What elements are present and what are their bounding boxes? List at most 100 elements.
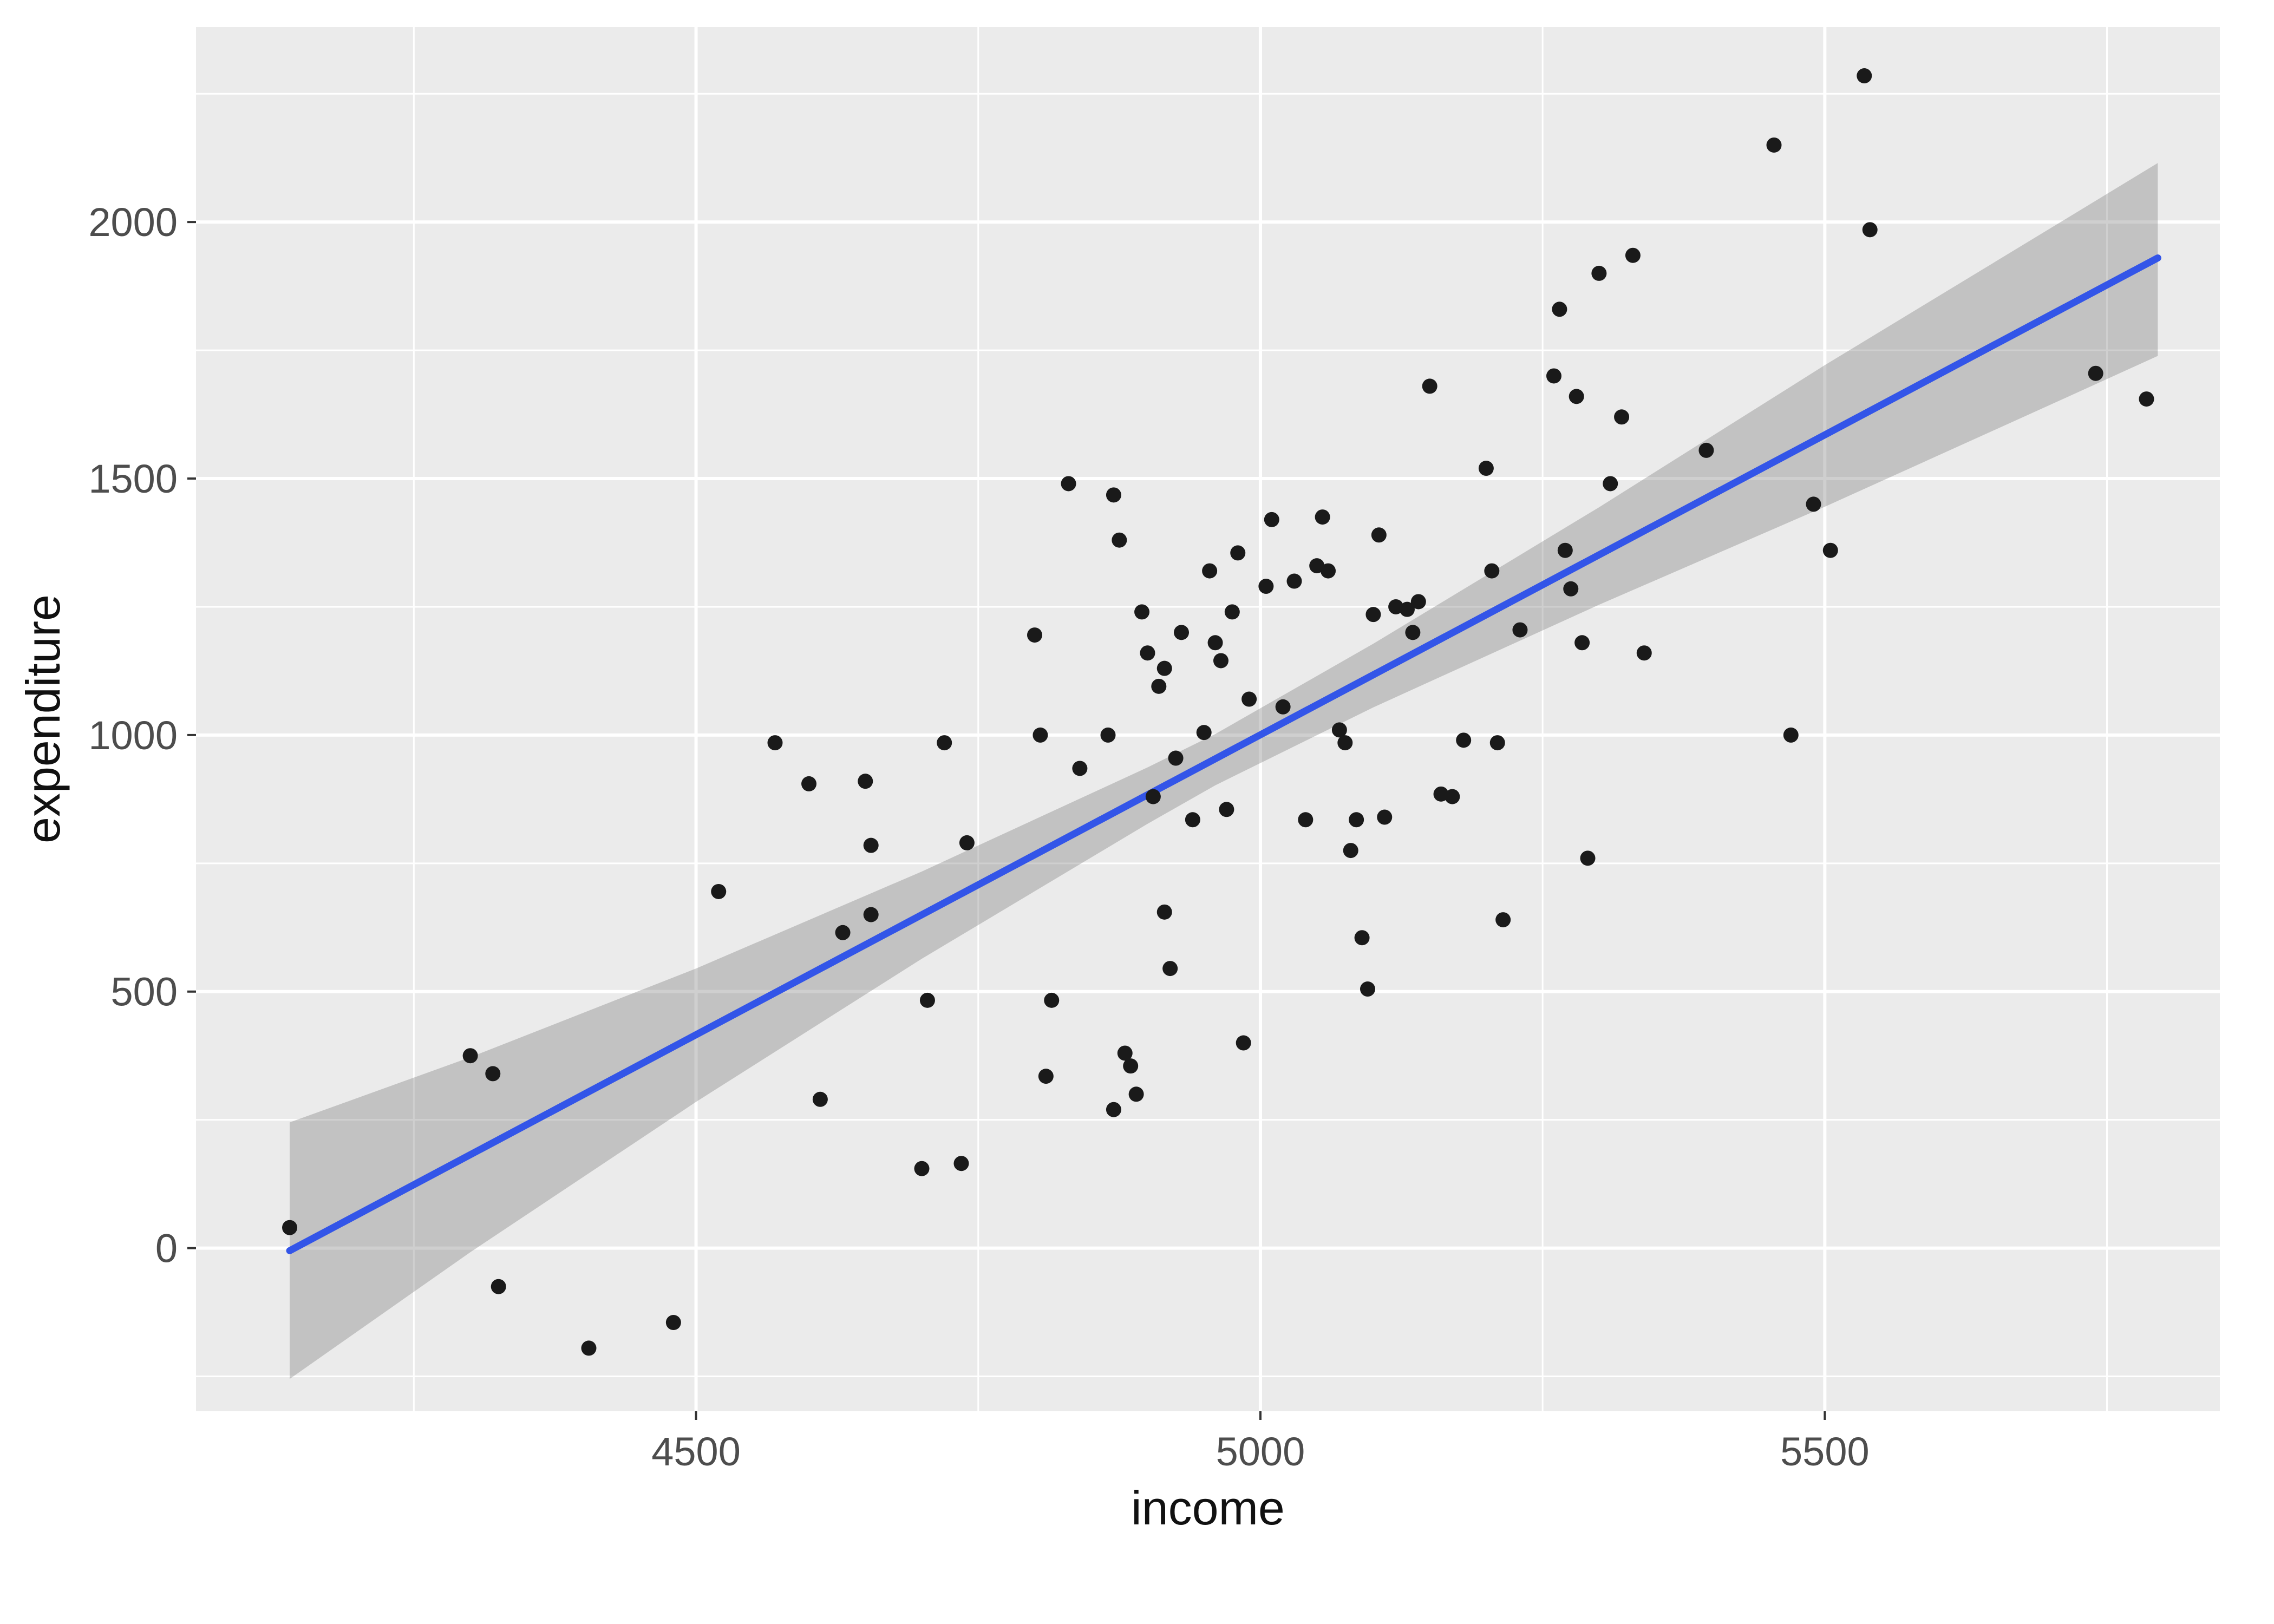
data-point [1134, 604, 1150, 620]
data-point [1072, 761, 1088, 776]
data-point [1174, 625, 1190, 640]
data-point [1123, 1058, 1139, 1074]
data-point [1213, 653, 1229, 669]
data-point [801, 776, 817, 791]
data-point [953, 1156, 969, 1171]
data-point [1140, 645, 1155, 661]
data-point [1033, 727, 1048, 743]
data-point [1264, 512, 1279, 527]
data-point [1128, 1086, 1144, 1102]
data-point [1349, 812, 1364, 828]
data-point [1399, 601, 1415, 617]
data-point [1117, 1045, 1133, 1061]
y-tick-label: 500 [111, 970, 178, 1014]
data-point [863, 907, 879, 922]
data-point [1512, 622, 1528, 638]
data-point [1106, 487, 1121, 503]
data-point [1207, 635, 1223, 651]
data-point [1422, 378, 1437, 394]
data-point [1038, 1069, 1054, 1084]
data-point [1806, 496, 1821, 512]
data-point [1546, 368, 1561, 384]
data-point [1614, 409, 1630, 425]
data-point [937, 735, 952, 751]
data-point [1112, 532, 1127, 548]
data-point [1580, 850, 1596, 866]
data-point [2088, 365, 2103, 381]
y-tick-label: 2000 [88, 200, 178, 245]
data-point [581, 1340, 597, 1356]
y-tick-label: 1000 [88, 713, 178, 758]
data-point [863, 837, 879, 853]
x-tick-label: 5000 [1216, 1429, 1305, 1474]
data-point [812, 1091, 828, 1107]
data-point [1445, 789, 1460, 804]
data-point [1857, 68, 1872, 84]
data-point [282, 1220, 298, 1235]
data-point [1636, 645, 1652, 661]
data-point [1315, 509, 1330, 525]
data-point [1027, 627, 1042, 643]
data-point [1569, 389, 1584, 404]
data-point [1862, 222, 1878, 238]
data-point [1456, 732, 1472, 748]
data-point [959, 835, 975, 850]
trend-line [286, 254, 2161, 1254]
data-point [1405, 625, 1421, 640]
data-point [711, 883, 727, 899]
data-point [1371, 527, 1387, 543]
data-point [1433, 786, 1449, 802]
x-axis-title: income [1131, 1481, 1285, 1535]
data-point [1625, 247, 1641, 263]
data-point [462, 1048, 478, 1064]
data-point [1331, 722, 1347, 738]
data-point [1360, 981, 1375, 997]
data-point [1219, 802, 1234, 817]
data-point [1484, 563, 1500, 579]
data-point [1202, 563, 1218, 579]
data-point [2139, 391, 2154, 407]
data-point [1309, 558, 1325, 574]
data-point [1698, 442, 1714, 458]
data-point [1822, 542, 1838, 558]
data-point [1388, 599, 1404, 614]
data-point [1591, 265, 1607, 281]
data-point [665, 1315, 681, 1331]
data-point [1563, 581, 1579, 597]
data-point [1783, 727, 1799, 743]
data-point [858, 774, 873, 789]
data-point [1343, 843, 1358, 859]
data-point [835, 925, 851, 940]
plot-panel [196, 27, 2220, 1411]
data-point [1603, 476, 1618, 492]
data-point [1241, 691, 1257, 707]
data-point [1275, 699, 1291, 715]
data-point [919, 992, 935, 1008]
data-point [1151, 678, 1167, 694]
data-point [485, 1066, 501, 1082]
data-point [1298, 812, 1314, 828]
data-point [1100, 727, 1116, 743]
confidence-band [290, 163, 2158, 1379]
data-point [914, 1161, 930, 1176]
data-point [1495, 912, 1511, 928]
data-point [1766, 137, 1782, 153]
data-point [1354, 930, 1370, 946]
data-point [1145, 789, 1161, 804]
data-point [1337, 735, 1353, 751]
data-point [1185, 812, 1200, 828]
x-tick-label: 4500 [651, 1429, 741, 1474]
data-point [1552, 302, 1567, 317]
data-point [1156, 904, 1172, 920]
data-point [1162, 961, 1178, 977]
y-tick-label: 1500 [88, 456, 178, 501]
data-point [1574, 635, 1590, 651]
y-tick-label: 0 [155, 1226, 178, 1271]
data-point [1365, 607, 1381, 623]
data-point [1156, 660, 1172, 676]
data-point [1410, 594, 1426, 610]
data-point [1478, 461, 1494, 476]
data-point [1258, 579, 1274, 594]
